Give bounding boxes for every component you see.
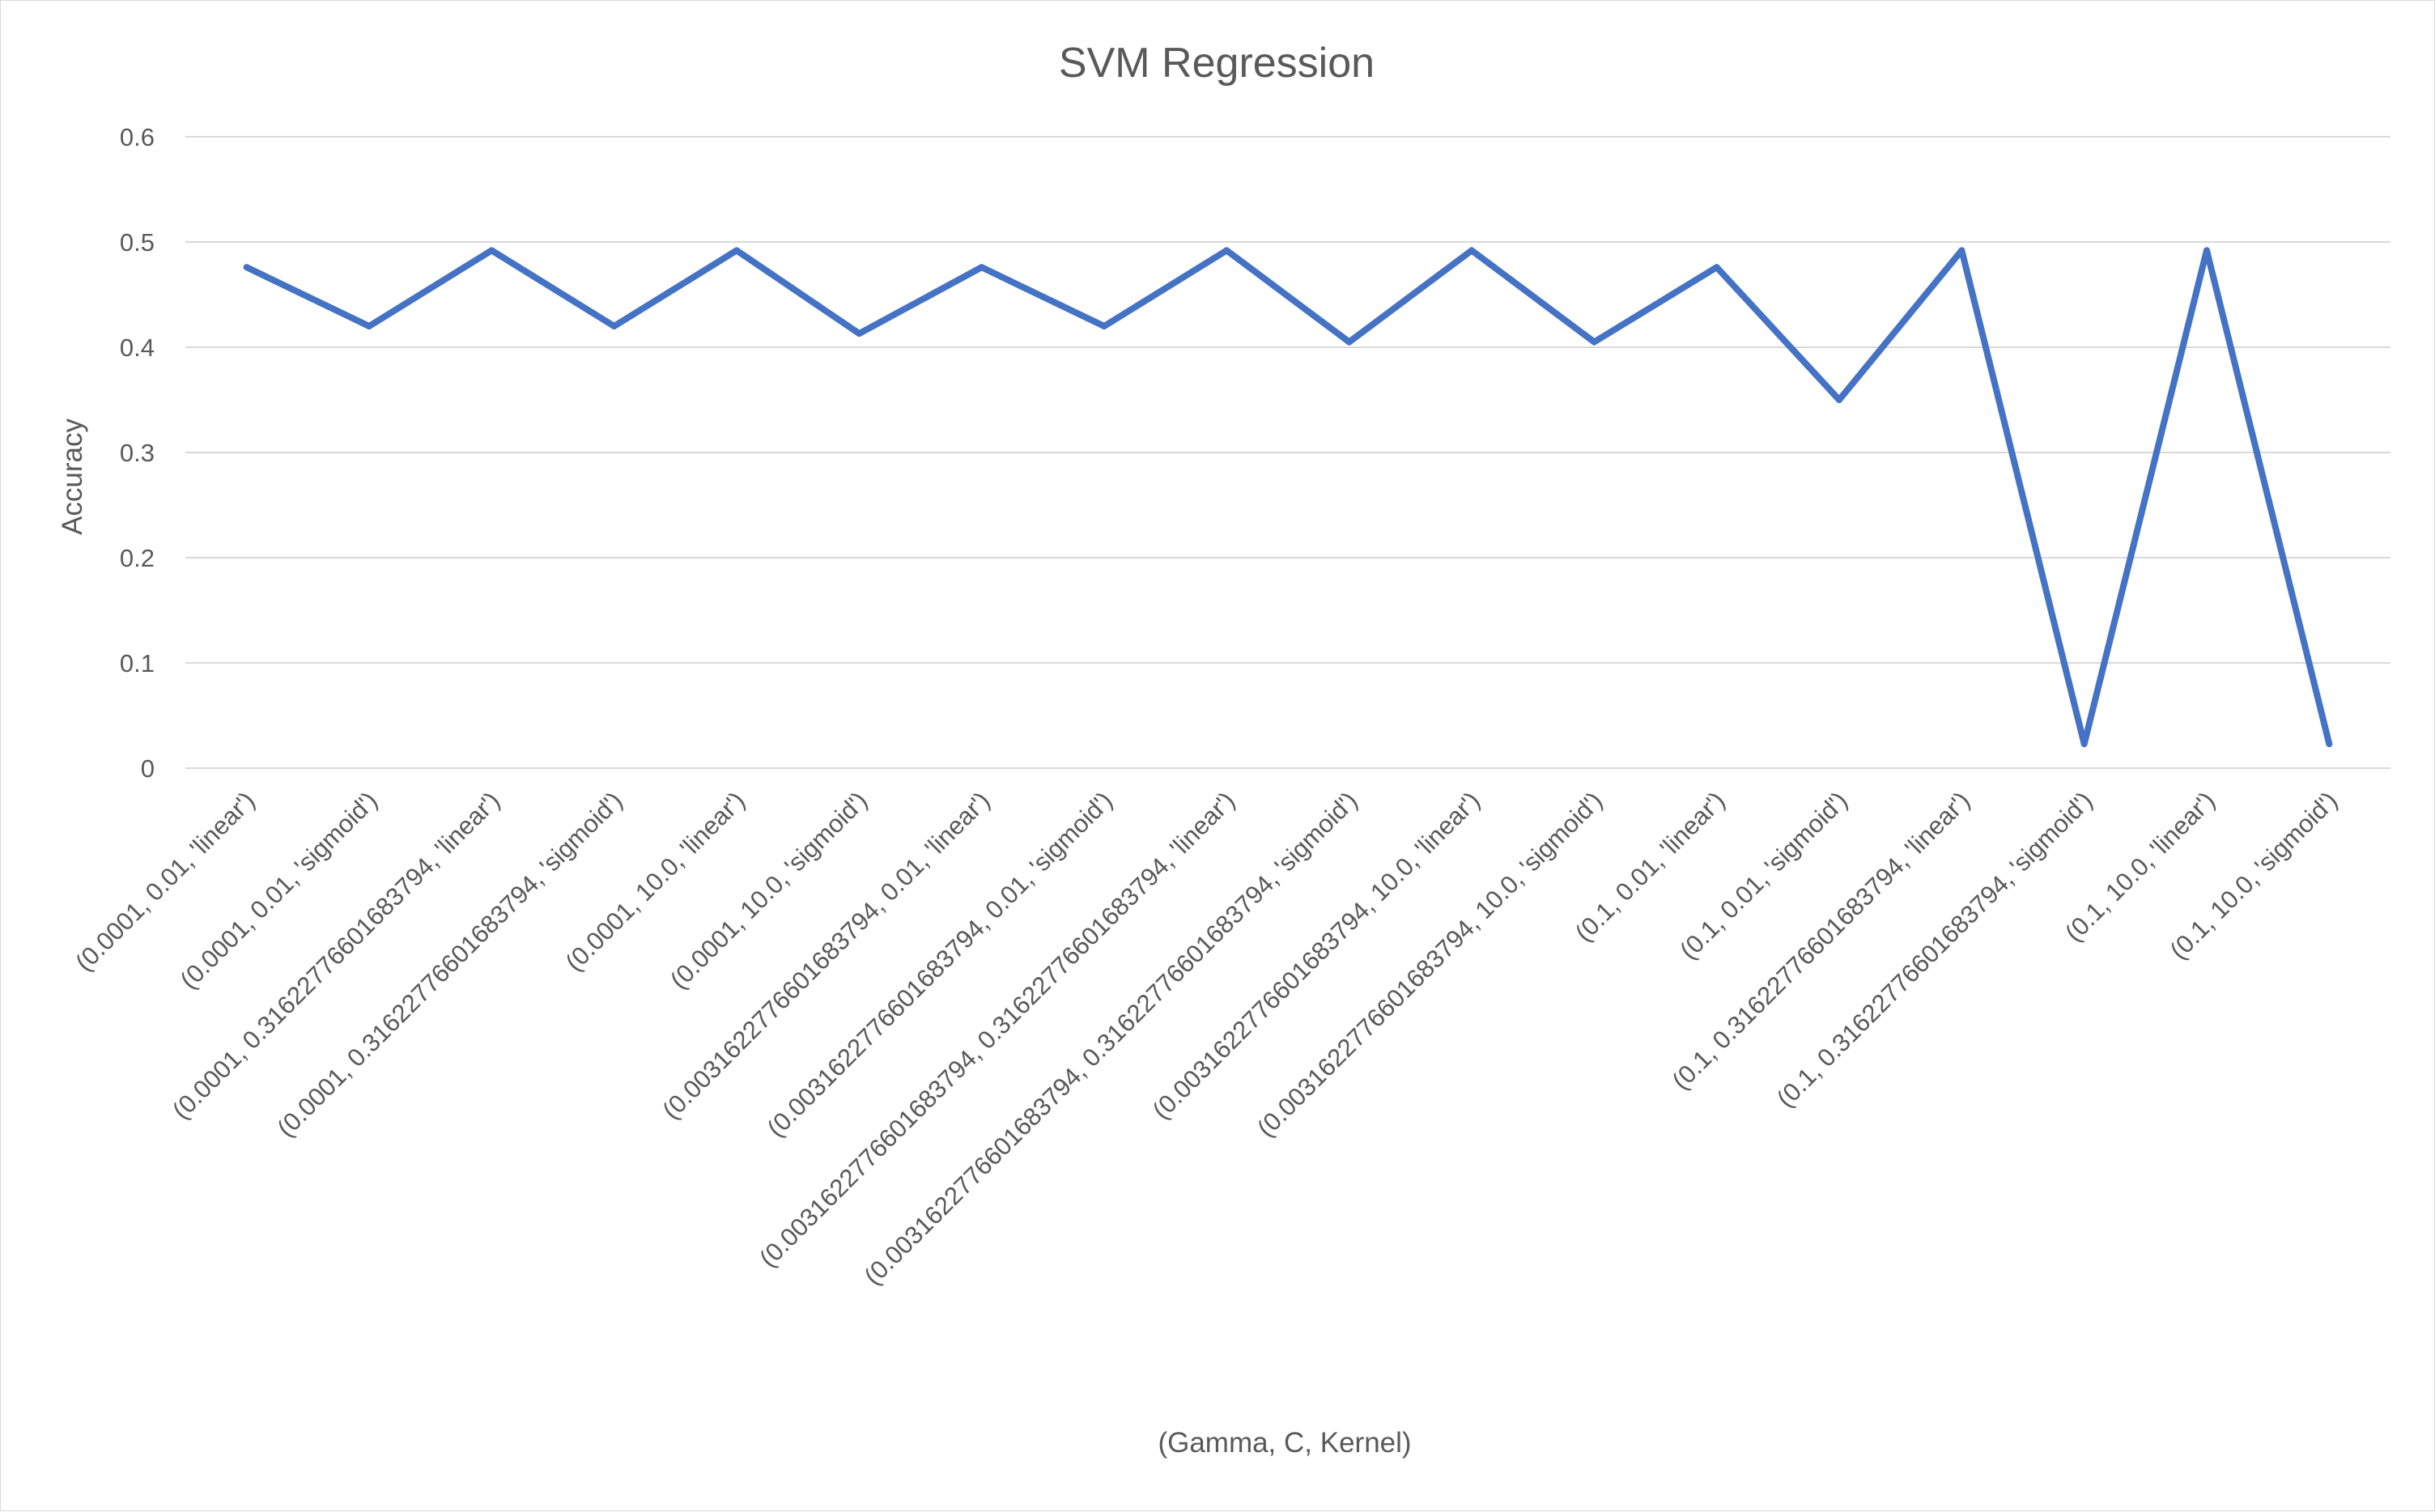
- x-category-label: (0.0031622776601683794, 0.31622776601683…: [754, 786, 1240, 1272]
- y-axis-ticks: 0 0.1 0.2 0.3 0.4 0.5 0.6: [120, 123, 155, 783]
- y-tick-label: 0.3: [120, 439, 155, 467]
- x-category-label: (0.0001, 10.0, 'sigmoid'): [665, 786, 873, 994]
- series-line-0: [243, 247, 2333, 748]
- y-tick-label: 0.6: [120, 123, 155, 151]
- data-point: [1591, 338, 1598, 346]
- data-point: [1345, 338, 1353, 346]
- data-point: [1223, 247, 1230, 254]
- y-tick-label: 0.1: [120, 649, 155, 677]
- data-point: [1836, 397, 1842, 403]
- x-axis-title: (Gamma, C, Kernel): [1158, 1427, 1411, 1459]
- y-tick-label: 0: [141, 754, 155, 783]
- data-point: [978, 264, 985, 271]
- y-tick-label: 0.2: [120, 544, 155, 572]
- data-point: [610, 323, 618, 329]
- y-tick-label: 0.4: [120, 333, 155, 362]
- x-axis-categories: (0.0001, 0.01, 'linear')(0.0001, 0.01, '…: [70, 786, 2343, 1290]
- gridlines: [185, 136, 2390, 769]
- data-point: [1958, 247, 1965, 254]
- chart-title: SVM Regression: [1059, 40, 1375, 87]
- x-category-label: (0.0001, 0.01, 'sigmoid'): [175, 786, 383, 994]
- data-point: [1101, 323, 1107, 329]
- data-point: [2326, 741, 2333, 748]
- y-tick-label: 0.5: [120, 228, 155, 257]
- data-point: [856, 330, 863, 338]
- series-layer: [243, 247, 2333, 748]
- data-point: [733, 247, 740, 254]
- data-point: [1713, 264, 1720, 271]
- data-point: [488, 247, 495, 254]
- data-point: [2203, 247, 2210, 254]
- data-point: [2080, 741, 2088, 748]
- data-point: [1468, 247, 1475, 254]
- y-axis-title: Accuracy: [57, 418, 88, 535]
- data-point: [243, 264, 250, 271]
- data-point: [366, 323, 372, 329]
